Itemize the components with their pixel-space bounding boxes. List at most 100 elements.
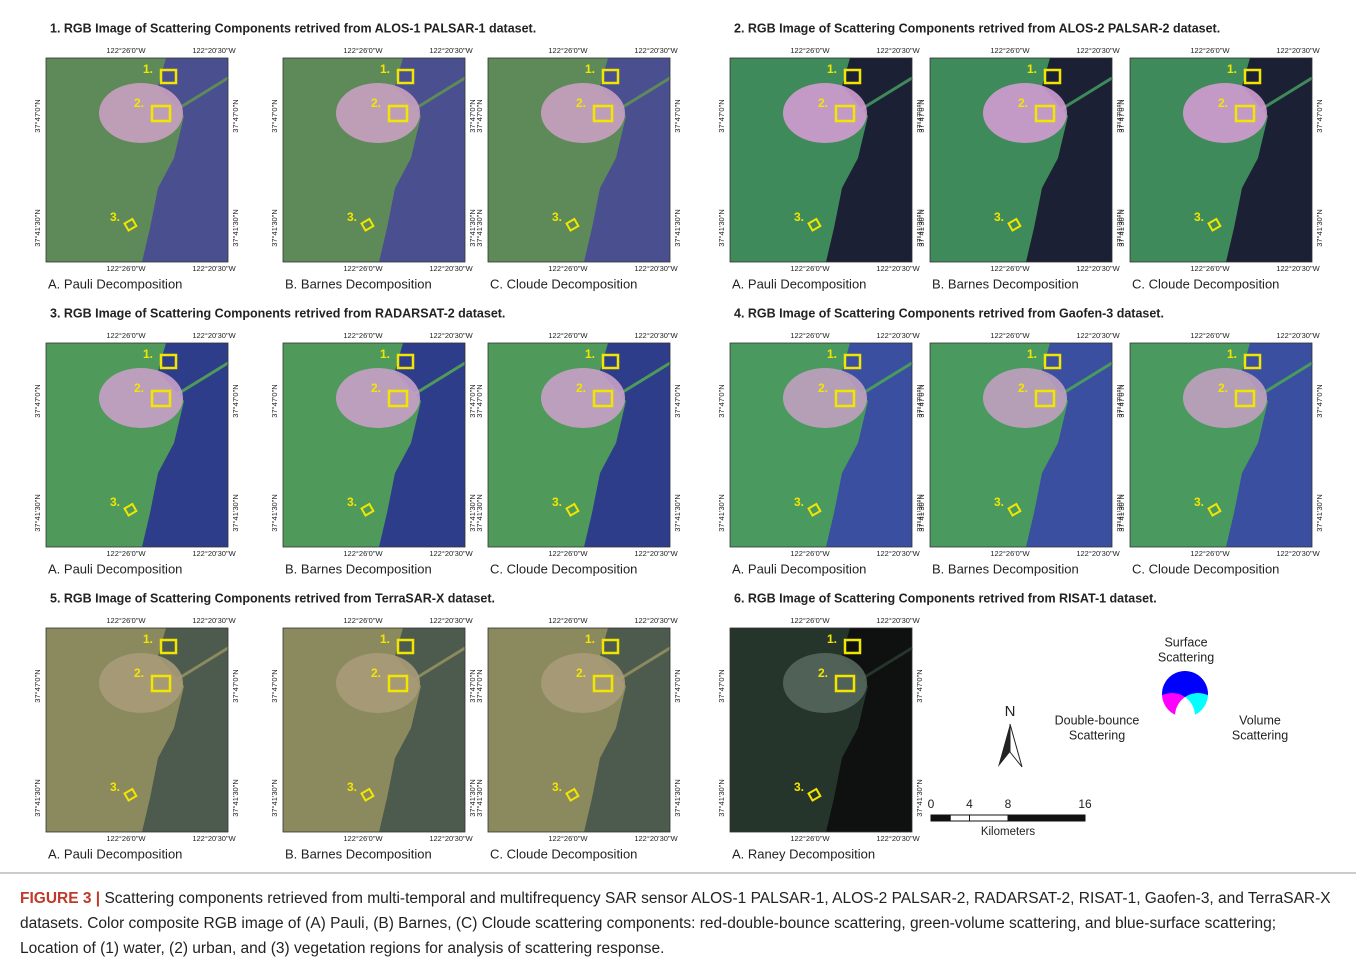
image-label: C. Cloude Decomposition — [490, 561, 637, 576]
legend-label: Scattering — [1232, 728, 1288, 742]
lat-label: 37°47'0"N — [270, 669, 279, 702]
image-label: B. Barnes Decomposition — [932, 561, 1079, 576]
region-box — [387, 104, 409, 123]
region-box — [834, 674, 856, 693]
region-box — [601, 68, 620, 85]
region-label: 2. — [371, 666, 381, 680]
lat-label: 37°41'30"N — [1315, 494, 1324, 532]
region-box — [843, 638, 862, 655]
region-label: 1. — [585, 632, 595, 646]
region-box — [123, 217, 138, 232]
lat-label: 37°41'30"N — [270, 494, 279, 532]
bridge — [617, 361, 671, 397]
bridge — [859, 76, 913, 112]
lon-label: 122°20'30"W — [1076, 549, 1120, 558]
image-label: A. Raney Decomposition — [732, 846, 875, 861]
lat-label: 37°47'0"N — [468, 384, 477, 417]
region-label: 3. — [347, 780, 357, 794]
region-label: 1. — [143, 632, 153, 646]
north-arrow — [998, 724, 1010, 767]
lat-label: 37°47'0"N — [673, 99, 682, 132]
region-box — [123, 787, 138, 802]
lon-label: 122°20'30"W — [192, 549, 236, 558]
lon-label: 122°26'0"W — [990, 549, 1030, 558]
region-label: 1. — [1027, 347, 1037, 361]
panel-title: 2. RGB Image of Scattering Components re… — [734, 21, 1220, 35]
region-label: 2. — [1218, 96, 1228, 110]
lon-label: 122°20'30"W — [192, 616, 236, 625]
lat-label: 37°47'0"N — [1115, 384, 1124, 417]
lon-label: 122°20'30"W — [634, 834, 678, 843]
image-label: A. Pauli Decomposition — [732, 561, 866, 576]
lat-label: 37°47'0"N — [915, 99, 924, 132]
bridge — [175, 646, 229, 682]
region-label: 3. — [794, 495, 804, 509]
bridge — [175, 361, 229, 397]
lat-label: 37°41'30"N — [33, 779, 42, 817]
region-label: 3. — [1194, 210, 1204, 224]
lon-label: 122°20'30"W — [429, 834, 473, 843]
lon-label: 122°26'0"W — [548, 834, 588, 843]
lat-label: 37°47'0"N — [231, 99, 240, 132]
image-label: A. Pauli Decomposition — [732, 276, 866, 291]
lon-label: 122°20'30"W — [876, 616, 920, 625]
region-box — [843, 353, 862, 370]
lon-label: 122°26'0"W — [343, 549, 383, 558]
region-label: 2. — [134, 666, 144, 680]
lon-label: 122°20'30"W — [1276, 331, 1320, 340]
image-label: A. Pauli Decomposition — [48, 846, 182, 861]
sar-image: 1. 2. 3. — [487, 627, 671, 833]
frame — [729, 57, 913, 263]
region-label: 3. — [347, 495, 357, 509]
lat-label: 37°41'30"N — [468, 209, 477, 247]
bridge — [859, 361, 913, 397]
lon-label: 122°26'0"W — [1190, 264, 1230, 273]
lat-label: 37°47'0"N — [1115, 99, 1124, 132]
region-box — [360, 217, 375, 232]
lon-label: 122°20'30"W — [1276, 46, 1320, 55]
sar-image: 1. 2. 3. — [729, 57, 913, 263]
lat-label: 37°41'30"N — [1115, 209, 1124, 247]
region-label: 2. — [1218, 381, 1228, 395]
image-label: C. Cloude Decomposition — [490, 846, 637, 861]
lat-label: 37°47'0"N — [917, 384, 926, 417]
lat-label: 37°41'30"N — [915, 209, 924, 247]
lat-label: 37°41'30"N — [33, 494, 42, 532]
lat-label: 37°47'0"N — [1117, 384, 1126, 417]
lon-label: 122°26'0"W — [106, 834, 146, 843]
frame — [929, 342, 1113, 548]
region-label: 3. — [110, 495, 120, 509]
lat-label: 37°47'0"N — [33, 99, 42, 132]
image-label: A. Pauli Decomposition — [48, 276, 182, 291]
region-label: 2. — [818, 96, 828, 110]
legend-label: Volume — [1239, 713, 1281, 727]
scale-tick: 16 — [1078, 797, 1092, 811]
lon-label: 122°26'0"W — [790, 616, 830, 625]
region-box — [159, 353, 178, 370]
urban — [983, 368, 1067, 428]
lon-label: 122°26'0"W — [548, 549, 588, 558]
lat-label: 37°41'30"N — [475, 209, 484, 247]
region-label: 3. — [794, 780, 804, 794]
region-label: 2. — [371, 381, 381, 395]
frame — [729, 627, 913, 833]
region-box — [601, 638, 620, 655]
region-box — [807, 217, 822, 232]
region-box — [123, 502, 138, 517]
lat-label: 37°41'30"N — [1117, 494, 1126, 532]
frame — [282, 342, 466, 548]
lon-label: 122°26'0"W — [343, 834, 383, 843]
lat-label: 37°47'0"N — [270, 99, 279, 132]
lon-label: 122°20'30"W — [429, 264, 473, 273]
image-label: B. Barnes Decomposition — [285, 846, 432, 861]
lon-label: 122°26'0"W — [106, 46, 146, 55]
region-label: 3. — [347, 210, 357, 224]
region-box — [1043, 68, 1062, 85]
sar-image: 1. 2. 3. — [729, 627, 913, 833]
lon-label: 122°26'0"W — [790, 264, 830, 273]
lon-label: 122°26'0"W — [1190, 46, 1230, 55]
sar-image: 1. 2. 3. — [929, 57, 1113, 263]
urban — [541, 653, 625, 713]
region-label: 2. — [818, 381, 828, 395]
region-box — [592, 104, 614, 123]
